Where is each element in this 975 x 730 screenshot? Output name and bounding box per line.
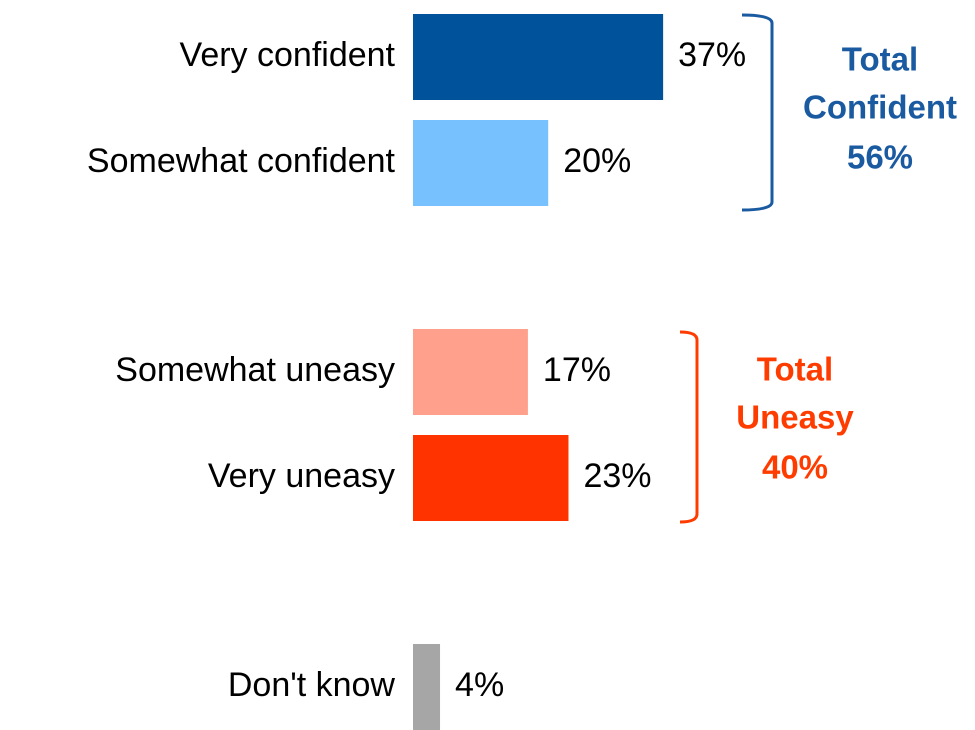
bar [413,120,549,206]
group-annotation: Total [757,351,833,388]
group-annotation: 40% [762,449,828,486]
value-label: 37% [678,36,746,74]
value-label: 20% [563,142,631,180]
value-label: 4% [455,666,504,704]
group-annotation: Total [842,41,918,78]
group-annotation: Confident [803,89,957,126]
bracket [741,13,774,212]
group-annotation: 56% [847,139,913,176]
bar [413,644,441,730]
bracket [679,330,699,524]
category-label: Somewhat uneasy [115,351,395,389]
category-label: Don't know [228,666,396,704]
bar [413,329,528,415]
value-label: 23% [583,457,651,495]
group-annotation: Uneasy [736,399,854,436]
value-label: 17% [543,351,611,389]
bar [413,435,569,521]
category-label: Very uneasy [208,457,395,495]
category-label: Somewhat confident [87,142,396,180]
category-label: Very confident [180,36,396,74]
bar [413,14,664,100]
